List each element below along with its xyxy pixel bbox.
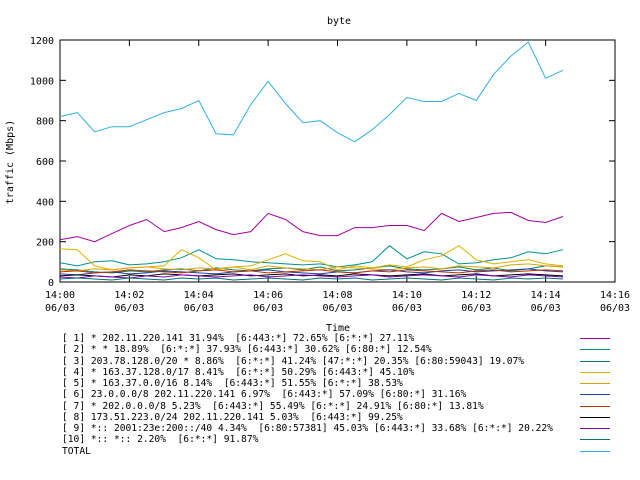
series-line-6: [59, 268, 564, 276]
series-line-1: [59, 211, 564, 243]
legend-entry: TOTAL: [62, 446, 622, 457]
x-tick-label-date: 06/03: [461, 303, 491, 314]
x-tick-label-date: 06/03: [322, 303, 352, 314]
series-line-10: [59, 277, 564, 281]
legend-entry: [ 3] 203.78.128.0/20 * 8.86% [6:*:*] 41.…: [62, 356, 622, 367]
legend-label: [10] *:: *:: 2.20% [6:*:*] 91.87%: [62, 434, 259, 446]
y-tick-label: 1000: [30, 76, 54, 87]
legend-entry: [ 9] *:: 2001:23e:200::/40 4.34% [6:80:5…: [62, 423, 622, 434]
x-tick-label-time: 14:02: [114, 290, 144, 301]
plot-area-frame: [59, 39, 616, 283]
x-tick-label-time: 14:00: [45, 290, 75, 301]
x-tick-label-date: 06/03: [114, 303, 144, 314]
legend-swatch: [580, 394, 610, 396]
series-line-9: [59, 274, 564, 279]
legend-label: TOTAL: [62, 445, 91, 457]
legend-entry: [ 2] * * 18.89% [6:*:*] 37.93% [6:443:*]…: [62, 344, 622, 355]
legend-label: [ 6] 23.0.0.0/8 202.11.220.141 6.97% [6:…: [62, 389, 467, 401]
chart-title: byte: [327, 16, 351, 27]
legend-label: [ 3] 203.78.128.0/20 * 8.86% [6:*:*] 41.…: [62, 355, 525, 367]
x-tick-label-time: 14:08: [322, 290, 352, 301]
legend-label: [ 4] * 163.37.128.0/17 8.41% [6:*:*] 50.…: [62, 366, 415, 378]
y-tick-label: 400: [36, 197, 54, 208]
legend-label: [ 7] * 202.0.0.0/8 5.23% [6:443:*] 55.49…: [62, 400, 484, 412]
x-tick-label-time: 14:14: [531, 290, 561, 301]
legend-swatch: [580, 349, 610, 351]
legend-label: [ 5] * 163.37.0.0/16 8.14% [6:443:*] 51.…: [62, 378, 403, 389]
series-line-4: [59, 245, 564, 271]
legend-swatch: [580, 338, 610, 339]
series-line-7: [59, 269, 564, 274]
legend-label: [ 1] * 202.11.220.141 31.94% [6:443:*] 7…: [62, 333, 415, 344]
legend-swatch: [580, 383, 610, 384]
series-line-3: [59, 265, 564, 274]
y-tick-label: 600: [36, 157, 54, 168]
x-tick-label-time: 14:10: [392, 290, 422, 301]
x-tick-label-date: 06/03: [600, 303, 630, 314]
y-tick-label: 200: [36, 238, 54, 249]
legend-swatch: [580, 439, 610, 441]
axes: 0 200 400 600 800 1000 1200 14:00 06/03 14:02 06/0…: [30, 36, 630, 314]
legend-entry: [ 4] * 163.37.128.0/17 8.41% [6:*:*] 50.…: [62, 367, 622, 378]
x-tick-label-date: 06/03: [531, 303, 561, 314]
legend-entry: [10] *:: *:: 2.20% [6:*:*] 91.87%: [62, 434, 622, 445]
legend-entry: [ 5] * 163.37.0.0/16 8.14% [6:443:*] 51.…: [62, 378, 622, 389]
legend-swatch: [580, 360, 610, 362]
series-line-5: [59, 263, 564, 272]
y-tick-label: 800: [36, 117, 54, 128]
legend-label: [ 2] * * 18.89% [6:*:*] 37.93% [6:443:*]…: [62, 344, 432, 356]
y-tick-label: 0: [48, 278, 54, 289]
legend-swatch: [580, 450, 610, 452]
x-tick-label-time: 14:04: [184, 290, 214, 301]
legend-swatch: [580, 371, 610, 373]
series-line-2: [59, 245, 564, 268]
legend-entry: [ 1] * 202.11.220.141 31.94% [6:443:*] 7…: [62, 333, 622, 344]
x-tick-label-date: 06/03: [184, 303, 214, 314]
x-tick-label-date: 06/03: [253, 303, 283, 314]
x-tick-label-time: 14:12: [461, 290, 491, 301]
x-tick-label-time: 14:16: [600, 290, 630, 301]
legend: [ 1] * 202.11.220.141 31.94% [6:443:*] 7…: [62, 333, 622, 457]
legend-entry: [ 7] * 202.0.0.0/8 5.23% [6:443:*] 55.49…: [62, 401, 622, 412]
legend-label: [ 9] *:: 2001:23e:200::/40 4.34% [6:80:5…: [62, 423, 553, 434]
legend-swatch: [580, 428, 610, 429]
series-lines: [59, 41, 564, 281]
legend-swatch: [580, 416, 610, 418]
legend-entry: [ 6] 23.0.0.0/8 202.11.220.141 6.97% [6:…: [62, 389, 622, 400]
x-tick-label-time: 14:06: [253, 290, 283, 301]
x-axis-label: Time: [326, 323, 350, 334]
y-axis-label: traffic (Mbps): [5, 120, 16, 204]
legend-entry: [ 8] 173.51.223.0/24 202.11.220.141 5.03…: [62, 412, 622, 423]
legend-label: [ 8] 173.51.223.0/24 202.11.220.141 5.03…: [62, 411, 403, 423]
series-line-11: [59, 41, 564, 143]
legend-swatch: [580, 405, 610, 407]
y-tick-label: 1200: [30, 36, 54, 47]
x-tick-label-date: 06/03: [45, 303, 75, 314]
x-tick-label-date: 06/03: [392, 303, 422, 314]
